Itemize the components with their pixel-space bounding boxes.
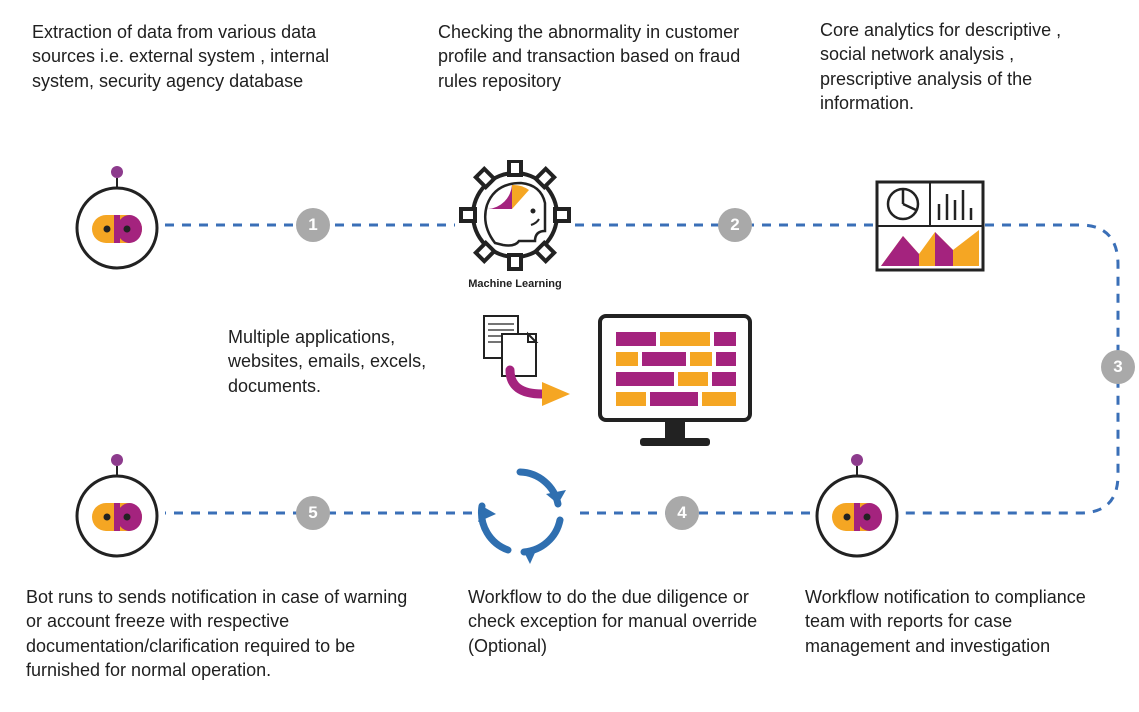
step-marker-5: 5 — [296, 496, 330, 530]
step-marker-1: 1 — [296, 208, 330, 242]
step-marker-4: 4 — [665, 496, 699, 530]
desc-extraction: Extraction of data from various data sou… — [32, 20, 352, 93]
desc-checking: Checking the abnormality in customer pro… — [438, 20, 768, 93]
machine-learning-label: Machine Learning — [448, 278, 582, 290]
desc-workflow-notify: Workflow notification to compliance team… — [805, 585, 1115, 658]
desc-multiple-apps: Multiple applications, websites, emails,… — [228, 325, 448, 398]
analytics-icon — [875, 180, 985, 280]
bot-icon — [810, 448, 905, 563]
step-marker-2: 2 — [718, 208, 752, 242]
bot-icon — [70, 448, 165, 563]
step-marker-3: 3 — [1101, 350, 1135, 384]
desc-workflow-dd: Workflow to do the due diligence or chec… — [468, 585, 768, 658]
desc-analytics: Core analytics for descriptive , social … — [820, 18, 1110, 115]
bot-icon — [70, 160, 165, 275]
cycle-icon — [468, 460, 573, 570]
gear-head-icon — [455, 160, 575, 285]
desc-bot-notify: Bot runs to sends notification in case o… — [26, 585, 426, 682]
monitor-docs-icon — [470, 310, 760, 465]
